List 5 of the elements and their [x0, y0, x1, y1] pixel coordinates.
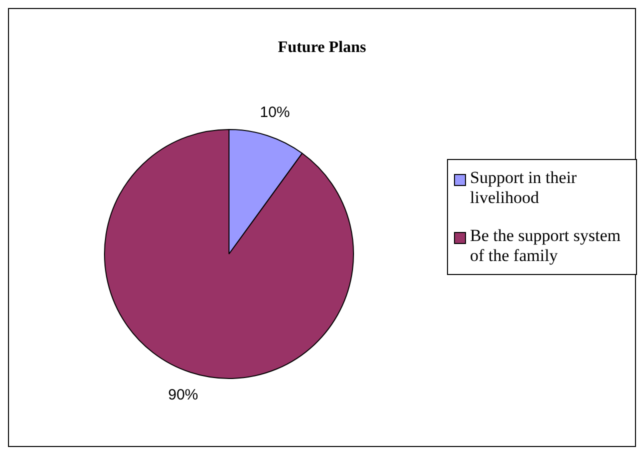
chart-title: Future Plans — [276, 39, 368, 57]
legend-label: Support in their livelihood — [470, 168, 578, 208]
legend-label: Be the support system of the family — [470, 226, 622, 266]
data-label: 10% — [260, 104, 290, 121]
data-label: 90% — [168, 386, 198, 404]
